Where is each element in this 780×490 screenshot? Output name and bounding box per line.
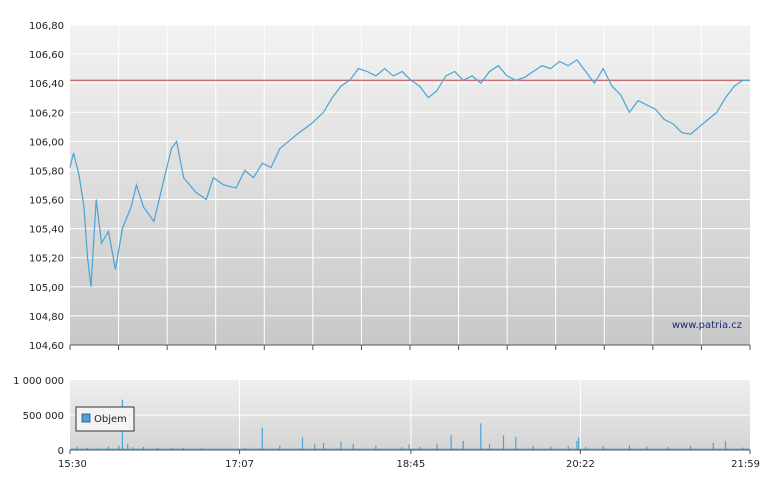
volume-bar xyxy=(550,446,552,450)
volume-bar xyxy=(107,446,110,450)
volume-bar xyxy=(322,443,325,450)
price-y-tick-label: 106,80 xyxy=(29,21,64,32)
volume-bar xyxy=(436,443,438,450)
x-tick-label: 21:59 xyxy=(731,459,760,470)
price-series-line xyxy=(69,59,750,287)
volume-bar xyxy=(724,440,727,450)
volume-bar xyxy=(76,446,78,450)
price-y-tick-label: 105,60 xyxy=(29,196,64,207)
volume-bar xyxy=(118,445,120,450)
volume-bar xyxy=(279,445,281,450)
price-y-tick-label: 105,40 xyxy=(29,225,64,236)
volume-bar xyxy=(218,448,220,450)
volume-y-axis: 0 500 000 1 000 000 xyxy=(13,376,64,457)
volume-bar xyxy=(628,445,630,450)
volume-bar xyxy=(314,444,316,450)
volume-bar xyxy=(419,446,421,450)
volume-bar xyxy=(532,445,534,450)
price-panel: 104,60 104,80 105,00 105,20 105,40 105,60 105,… xyxy=(29,21,751,352)
x-tick-label: 17:07 xyxy=(225,459,254,470)
volume-bar xyxy=(375,445,377,450)
price-y-tick-label: 105,00 xyxy=(29,283,64,294)
volume-bar xyxy=(170,447,172,450)
volume-y-tick-label: 0 xyxy=(58,446,64,457)
legend-label: Objem xyxy=(94,414,127,425)
volume-bar xyxy=(352,443,354,450)
volume-x-axis: 15:30 17:07 18:45 20:22 21:59 xyxy=(58,450,760,470)
volume-bar xyxy=(578,437,580,450)
price-y-tick-label: 106,00 xyxy=(29,137,64,148)
x-tick-label: 18:45 xyxy=(396,459,425,470)
volume-bar xyxy=(462,440,464,450)
volume-bar xyxy=(502,435,505,450)
x-tick-label: 15:30 xyxy=(58,459,87,470)
price-y-tick-label: 106,60 xyxy=(29,50,64,61)
volume-bar xyxy=(261,427,263,450)
volume-bar xyxy=(712,443,714,450)
volume-bar xyxy=(602,445,604,450)
volume-bar xyxy=(132,447,134,450)
volume-bar xyxy=(301,437,304,450)
price-y-tick-label: 104,60 xyxy=(29,341,64,352)
volume-bar xyxy=(576,440,578,450)
price-y-tick-label: 104,80 xyxy=(29,312,64,323)
volume-bar xyxy=(401,447,403,450)
volume-bar xyxy=(646,446,648,450)
legend: Objem xyxy=(75,406,135,432)
volume-bar xyxy=(244,448,246,451)
price-y-tick-label: 106,40 xyxy=(29,79,64,90)
price-y-axis: 104,60 104,80 105,00 105,20 105,40 105,60 105,… xyxy=(29,21,64,352)
volume-bar xyxy=(667,446,669,450)
volume-panel: 0 500 000 1 000 000 15:30 17:07 18:45 20:22 21… xyxy=(13,376,760,470)
volume-bar xyxy=(127,443,129,450)
volume-bar xyxy=(142,446,144,450)
volume-bar xyxy=(183,447,185,450)
volume-bar xyxy=(488,444,491,450)
volume-bar xyxy=(690,445,692,450)
volume-bar xyxy=(480,423,482,450)
price-x-tickmarks xyxy=(69,345,751,350)
watermark: www.patria.cz xyxy=(672,320,742,331)
volume-baseline xyxy=(70,448,750,450)
volume-bar xyxy=(156,447,158,450)
volume-bar xyxy=(742,447,744,450)
volume-bar xyxy=(408,444,410,450)
volume-bar xyxy=(585,446,587,450)
price-grid xyxy=(70,24,750,345)
volume-bar xyxy=(450,435,452,450)
volume-bar xyxy=(515,436,517,450)
volume-bar xyxy=(97,448,99,451)
volume-bar xyxy=(567,446,569,450)
legend-swatch xyxy=(81,413,91,423)
volume-y-tick-label: 500 000 xyxy=(23,411,64,422)
price-y-tick-label: 105,20 xyxy=(29,254,64,265)
volume-grid xyxy=(70,380,750,450)
volume-bar xyxy=(200,448,202,451)
x-tick-label: 20:22 xyxy=(566,459,595,470)
volume-bar xyxy=(86,447,89,450)
price-y-tick-label: 106,20 xyxy=(29,108,64,119)
price-y-tick-label: 105,80 xyxy=(29,166,64,177)
volume-bar xyxy=(340,441,342,450)
volume-y-tick-label: 1 000 000 xyxy=(13,376,64,387)
